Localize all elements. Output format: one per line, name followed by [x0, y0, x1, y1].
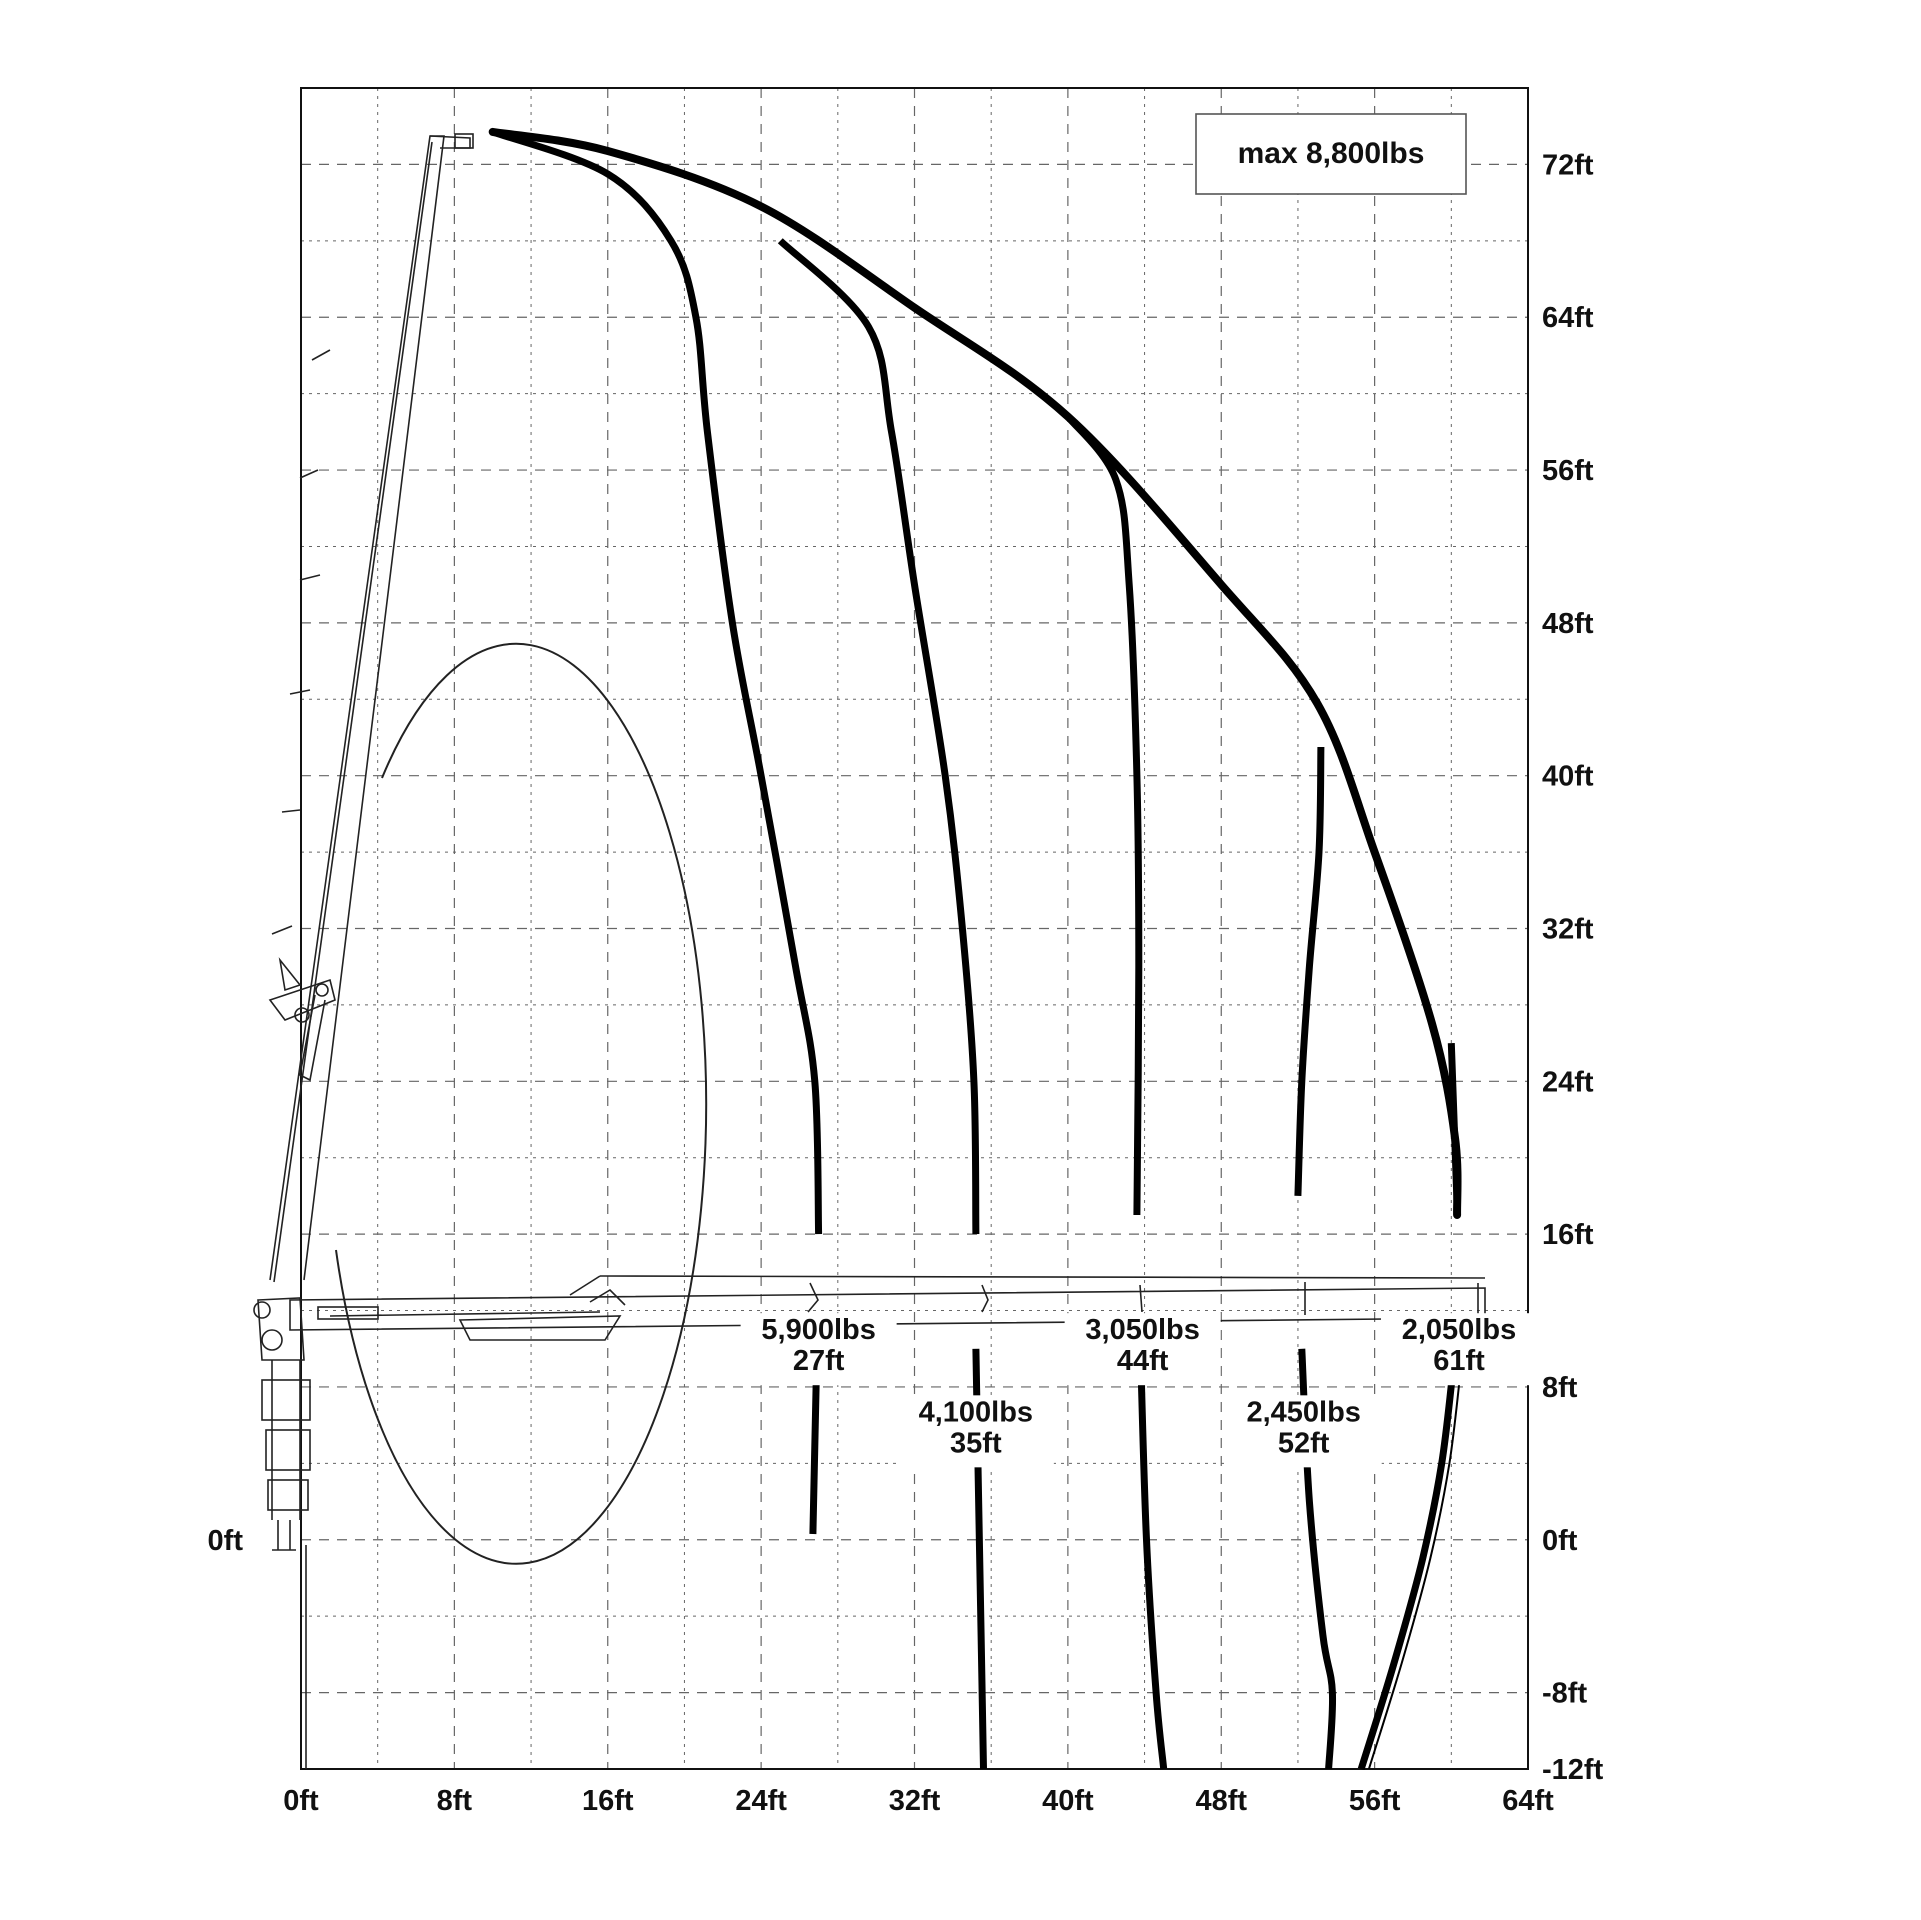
x-tick-label: 40ft — [1042, 1785, 1094, 1817]
y-tick-label-right: 64ft — [1542, 302, 1594, 334]
y-tick-label-right: -8ft — [1542, 1678, 1587, 1710]
y-tick-label-right: 40ft — [1542, 761, 1594, 793]
axis-ticks: 0ft 8ft 16ft 24ft 32ft 40ft 48ft 56ft 64ft 72ft 64… — [208, 149, 1604, 1817]
y-tick-label-right: 24ft — [1542, 1066, 1594, 1098]
crane-vertical-boom — [269, 133, 474, 1283]
load-label-bg — [1225, 1395, 1382, 1468]
x-tick-label: 56ft — [1349, 1785, 1401, 1817]
y-tick-label-right: 48ft — [1542, 608, 1594, 640]
load-label-bg — [1064, 1313, 1221, 1386]
load-curve-3-upper — [1065, 414, 1143, 1216]
max-capacity-box: max 8,800lbs — [1195, 113, 1467, 195]
load-curve-5-outline — [1367, 1367, 1462, 1770]
load-curve-5-upper — [1447, 1042, 1461, 1206]
load-label-bg — [1380, 1313, 1537, 1386]
load-curve-2-upper — [777, 238, 980, 1235]
load-label-bg — [897, 1395, 1054, 1468]
y-tick-label-right: 72ft — [1542, 149, 1594, 181]
y-tick-label-right: 0ft — [1542, 1525, 1578, 1557]
x-tick-label: 64ft — [1502, 1785, 1554, 1817]
x-tick-label: 0ft — [283, 1785, 319, 1817]
load-label-weight: 3,050lbs — [1085, 1314, 1199, 1346]
load-label-reach: 61ft — [1433, 1345, 1485, 1377]
max-capacity-text: max 8,800lbs — [1238, 137, 1425, 170]
load-label-reach: 52ft — [1278, 1427, 1330, 1459]
crane-base-linkage — [268, 957, 336, 1082]
y-tick-label-left: 0ft — [208, 1525, 244, 1557]
load-curve-3-lower — [1137, 1358, 1168, 1770]
load-label-reach: 44ft — [1117, 1345, 1169, 1377]
load-curve-5-lower — [1357, 1367, 1457, 1771]
y-tick-label-right: -12ft — [1542, 1754, 1604, 1786]
crane-pedestal — [253, 1297, 311, 1769]
load-curve-1-upper — [491, 128, 823, 1235]
load-label-weight: 2,050lbs — [1402, 1314, 1516, 1346]
reach-envelope-curve — [488, 127, 1462, 1219]
y-tick-label-right: 16ft — [1542, 1219, 1594, 1251]
y-tick-label-right: 32ft — [1542, 914, 1594, 946]
x-tick-label: 48ft — [1195, 1785, 1247, 1817]
load-label-weight: 5,900lbs — [761, 1314, 875, 1346]
load-label-reach: 35ft — [950, 1427, 1002, 1459]
x-tick-label: 32ft — [889, 1785, 941, 1817]
load-label-weight: 2,450lbs — [1246, 1396, 1360, 1428]
y-tick-label-right: 56ft — [1542, 455, 1594, 487]
x-tick-label: 8ft — [437, 1785, 473, 1817]
slew-radius-arc — [335, 642, 708, 1565]
load-curve-4-upper — [1294, 746, 1325, 1197]
load-curves — [488, 127, 1462, 1771]
y-tick-label-right: 8ft — [1542, 1372, 1578, 1404]
x-tick-label: 16ft — [582, 1785, 634, 1817]
x-tick-label: 24ft — [735, 1785, 787, 1817]
load-label-weight: 4,100lbs — [919, 1396, 1033, 1428]
crane-illustration — [253, 133, 1486, 1769]
load-label-bg — [740, 1313, 897, 1386]
load-label-reach: 27ft — [793, 1345, 845, 1377]
grid — [301, 88, 1528, 1769]
plot-frame — [300, 87, 1529, 1770]
